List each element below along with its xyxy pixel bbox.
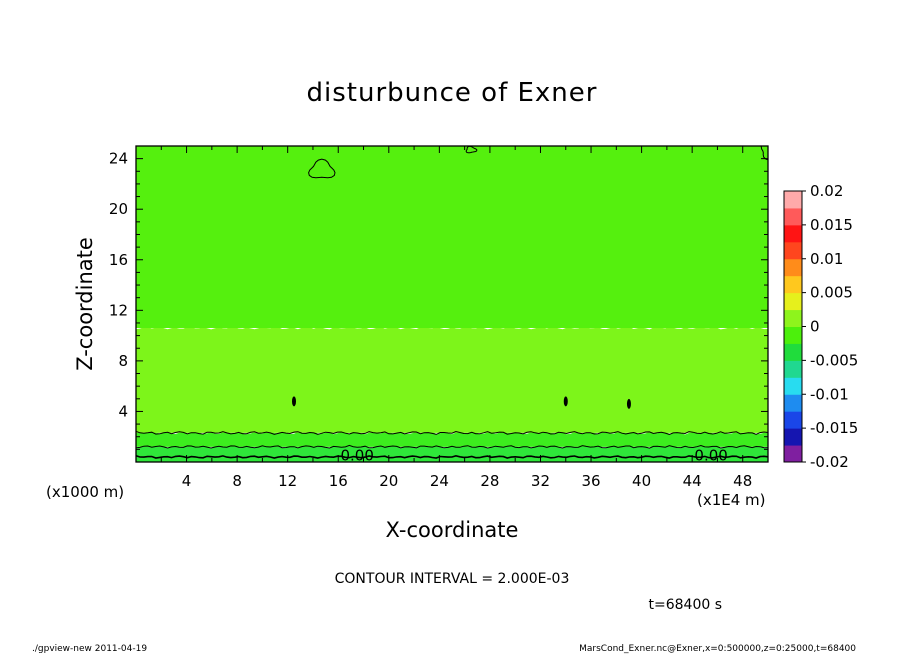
x-tick-label: 48 — [733, 472, 752, 490]
colorbar-swatch — [784, 224, 802, 243]
colorbar-swatch — [784, 394, 802, 412]
colorbar-label: -0.02 — [810, 453, 849, 471]
contour-band — [136, 431, 768, 447]
colorbar-swatch — [784, 326, 802, 344]
x-tick-label: 8 — [232, 472, 242, 490]
colorbar-swatch — [784, 258, 802, 277]
x-tick-label: 40 — [632, 472, 651, 490]
y-tick-label: 4 — [118, 402, 128, 420]
chart-title: disturbunce of Exner — [307, 78, 598, 108]
colorbar-swatch — [784, 309, 802, 327]
contour-label: 0.00 — [340, 447, 373, 465]
contour-line — [136, 444, 768, 449]
colorbar-swatch — [784, 428, 802, 446]
y-tick-label: 24 — [109, 150, 128, 168]
colorbar-swatch — [784, 191, 802, 209]
colorbar — [784, 191, 802, 463]
x-tick-label: 12 — [278, 472, 297, 490]
plot-frame — [135, 145, 769, 463]
contour-band — [136, 326, 768, 433]
x-tick-label: 36 — [581, 472, 600, 490]
colorbar-swatch — [784, 445, 802, 463]
colorbar-swatch — [784, 275, 802, 294]
x-unit-left: (x1000 m) — [46, 483, 124, 501]
contour-line — [760, 146, 768, 161]
x-tick-label: 24 — [430, 472, 449, 490]
x-axis-ticks: 4 8 12 16 20 24 28 32 36 40 44 48 — [160, 146, 752, 490]
footer-right: MarsCond_Exner.nc@Exner,x=0:500000,z=0:2… — [579, 644, 856, 654]
x-tick-label: 32 — [531, 472, 550, 490]
x-tick-label: 16 — [329, 472, 348, 490]
colorbar-label: 0 — [810, 318, 820, 336]
colorbar-swatch — [784, 343, 802, 361]
colorbar-swatch — [784, 241, 802, 260]
y-tick-label: 20 — [109, 200, 128, 218]
y-tick-label: 12 — [109, 301, 128, 319]
contour-line — [308, 158, 336, 179]
y-tick-label: 8 — [118, 352, 128, 370]
x-tick-label: 44 — [683, 472, 702, 490]
colorbar-label: 0.015 — [810, 216, 853, 234]
contour-lines — [136, 146, 768, 459]
colorbar-label: 0.01 — [810, 250, 843, 268]
x-tick-label: 28 — [480, 472, 499, 490]
contour-band — [136, 445, 768, 462]
contour-label: 0.00 — [694, 447, 727, 465]
x-axis-label: X-coordinate — [386, 518, 519, 542]
colorbar-swatch — [784, 292, 802, 311]
contour-blob — [626, 398, 631, 409]
y-tick-label: 16 — [109, 251, 128, 269]
contour-bands — [136, 146, 768, 462]
contour-blob — [563, 396, 568, 407]
y-axis-label: Z-coordinate — [73, 237, 97, 371]
colorbar-swatch — [784, 360, 802, 378]
x-tick-label: 20 — [379, 472, 398, 490]
x-unit-right: (x1E4 m) — [697, 491, 766, 509]
contour-interval-text: CONTOUR INTERVAL = 2.000E-03 — [335, 571, 570, 587]
contour-labels: 0.00 0.00 — [340, 447, 727, 465]
plot-area — [136, 146, 768, 462]
time-label: t=68400 s — [649, 597, 723, 613]
contour-blob — [292, 396, 296, 407]
colorbar-swatch — [784, 411, 802, 429]
contour-line — [136, 454, 768, 459]
colorbar-swatch — [784, 377, 802, 395]
colorbar-labels: 0.02 0.015 0.01 0.005 0 -0.005 -0.01 -0.015 -0.0… — [802, 182, 858, 471]
contour-band — [136, 146, 768, 329]
colorbar-swatch — [784, 207, 802, 226]
contour-line — [465, 146, 478, 154]
colorbar-label: -0.015 — [810, 419, 858, 437]
footer-left: ./gpview-new 2011-04-19 — [32, 644, 147, 654]
colorbar-label: 0.02 — [810, 182, 843, 200]
contour-line — [136, 430, 768, 436]
colorbar-label: -0.01 — [810, 385, 849, 403]
y-axis-ticks: 4 8 12 16 20 24 — [109, 150, 768, 450]
x-tick-label: 4 — [182, 472, 192, 490]
colorbar-label: -0.005 — [810, 351, 858, 369]
colorbar-label: 0.005 — [810, 284, 853, 302]
